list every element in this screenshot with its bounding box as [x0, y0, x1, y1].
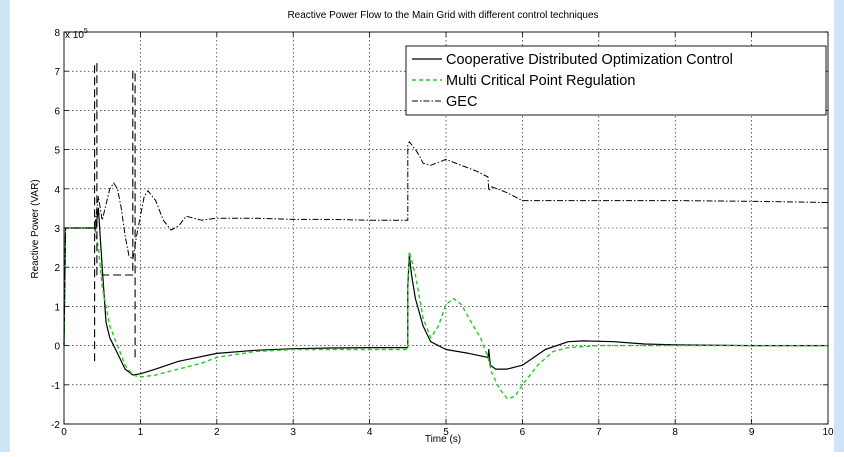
x-tick-label: 6 — [520, 427, 526, 438]
y-axis-label: Reactive Power (VAR) — [30, 179, 41, 278]
x-tick-label: 8 — [672, 427, 678, 438]
y-multiplier-exponent: 5 — [84, 28, 88, 35]
chart: Reactive Power Flow to the Main Grid wit… — [30, 10, 834, 445]
y-tick-label: 3 — [54, 224, 60, 235]
axes-box — [63, 31, 829, 425]
legend: Cooperative Distributed Optimization Con… — [405, 45, 827, 116]
x-tick-label: 10 — [822, 427, 834, 438]
x-tick-label: 4 — [367, 427, 373, 438]
x-tick-label: 2 — [214, 427, 220, 438]
y-tick-label: 8 — [54, 28, 60, 39]
x-tick-label: 1 — [138, 427, 144, 438]
x-axis-label: Time (s) — [425, 434, 461, 445]
series-line-4 — [94, 62, 136, 362]
x-tick-label: 7 — [596, 427, 602, 438]
series-line-1 — [63, 207, 828, 376]
legend-label: Cooperative Distributed Optimization Con… — [446, 52, 733, 68]
series-line-2 — [63, 227, 828, 400]
y-tick-label: 0 — [54, 342, 60, 353]
legend-box — [405, 45, 827, 116]
y-multiplier-label: x 10 — [65, 30, 84, 41]
x-tick-label: 5 — [443, 427, 449, 438]
x-tick-label: 0 — [61, 427, 67, 438]
y-tick-label: 2 — [54, 263, 60, 274]
series-line-3 — [63, 141, 829, 346]
chart-title: Reactive Power Flow to the Main Grid wit… — [287, 10, 598, 21]
x-tick-label: 9 — [749, 427, 755, 438]
y-tick-label: -2 — [51, 420, 60, 431]
x-tick-label: 3 — [290, 427, 296, 438]
legend-label: GEC — [446, 94, 477, 110]
y-tick-label: 5 — [54, 146, 60, 157]
y-tick-label: -1 — [51, 381, 60, 392]
legend-label: Multi Critical Point Regulation — [446, 73, 635, 89]
y-tick-label: 1 — [54, 302, 60, 313]
y-tick-label: 4 — [54, 185, 60, 196]
y-axis-multiplier: x 105 — [65, 28, 88, 41]
y-tick-label: 6 — [54, 106, 60, 117]
y-tick-label: 7 — [54, 67, 60, 78]
